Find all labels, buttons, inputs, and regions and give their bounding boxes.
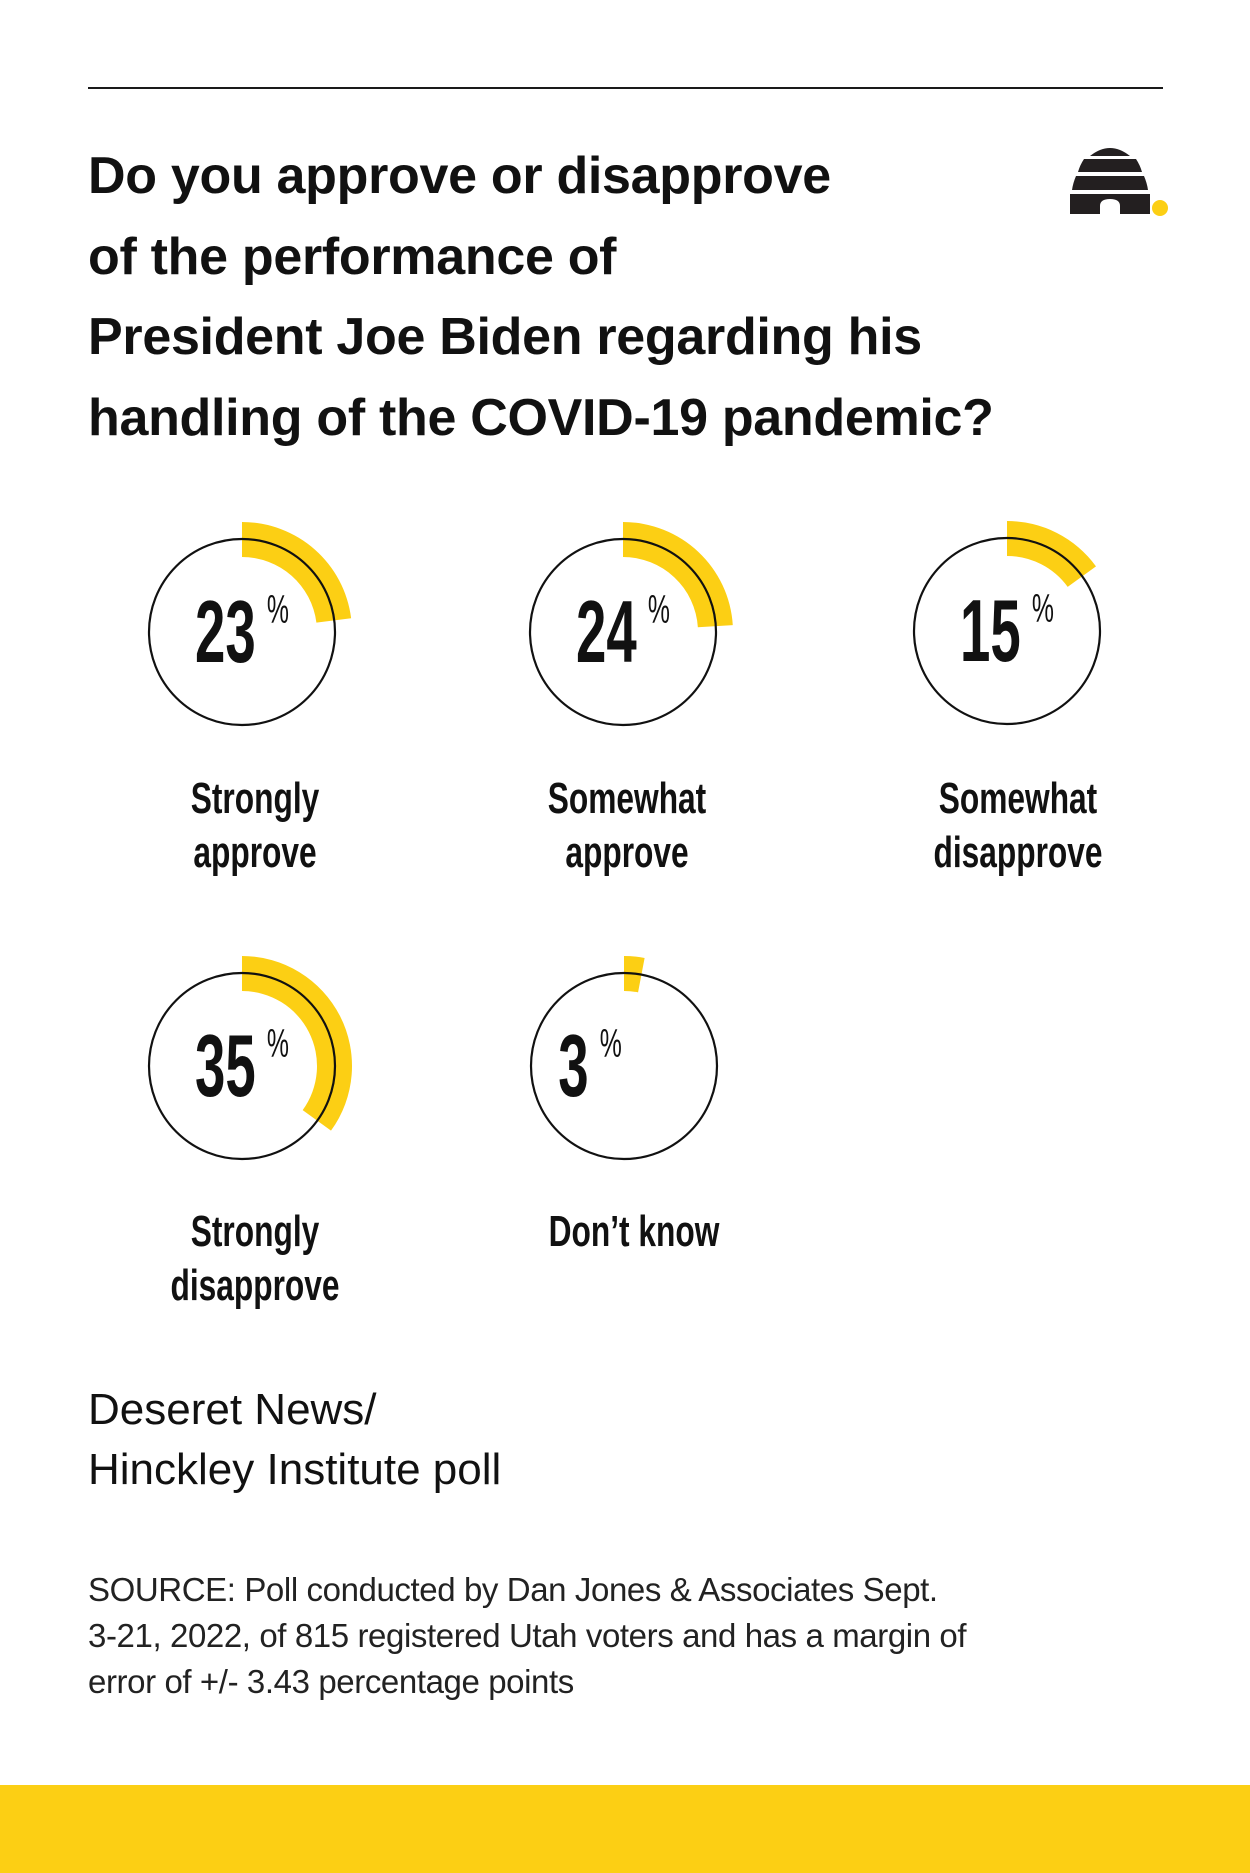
gauge	[528, 522, 733, 727]
label-line: disapprove	[170, 1261, 340, 1310]
gauge-ring	[912, 536, 1102, 726]
stat-value: 35%	[149, 1014, 335, 1118]
gauge-ring	[529, 971, 719, 1161]
stat-label: Somewhat disapprove	[903, 772, 1133, 880]
gauge	[912, 521, 1102, 726]
gauge	[529, 956, 719, 1161]
label-line: Somewhat	[547, 774, 707, 823]
label-line: disapprove	[933, 828, 1103, 877]
source-line: error of +/- 3.43 percentage points	[88, 1663, 574, 1700]
percent-sign: %	[1031, 587, 1054, 631]
stat-label: Strongly disapprove	[140, 1205, 370, 1313]
label-line: approve	[193, 828, 317, 877]
value-number: 35	[195, 1016, 256, 1115]
stat-label: Strongly approve	[140, 772, 370, 880]
credit-line: Hinckley Institute poll	[88, 1445, 502, 1494]
title-line: President Joe Biden regarding his	[88, 308, 922, 366]
gauge-ring	[147, 971, 337, 1161]
label-line: Somewhat	[938, 774, 1098, 823]
gauge	[147, 522, 352, 727]
stat-label: Somewhat approve	[512, 772, 742, 880]
label-line: Strongly	[190, 774, 320, 823]
stat-value: 3%	[497, 1014, 683, 1118]
gauge-arc	[242, 522, 352, 623]
stat-dont-know: 3%	[474, 916, 774, 1216]
label-line: Strongly	[190, 1207, 320, 1256]
gauge-arc	[623, 522, 733, 628]
title-line: of the performance of	[88, 227, 617, 286]
percent-sign: %	[266, 1022, 289, 1066]
gauge-ring	[528, 537, 718, 727]
percent-sign: %	[599, 1022, 622, 1066]
value-number: 15	[960, 581, 1021, 680]
stat-value: 24%	[530, 580, 716, 684]
value-number: 3	[558, 1016, 589, 1115]
gauge-arc	[242, 956, 352, 1131]
gauge	[147, 956, 352, 1161]
footer-accent-bar	[0, 1785, 1250, 1873]
gauge-arc	[1007, 521, 1096, 587]
gauge-ring	[147, 537, 337, 727]
stat-label: Don’t know	[519, 1205, 749, 1259]
beehive-logo-icon	[1070, 148, 1168, 216]
source-note: SOURCE: Poll conducted by Dan Jones & As…	[88, 1567, 1178, 1705]
stat-strongly-disapprove: 35%	[92, 916, 392, 1216]
top-rule	[88, 87, 1163, 89]
source-line: 3-21, 2022, of 815 registered Utah voter…	[88, 1617, 967, 1654]
stat-value: 15%	[914, 579, 1100, 683]
stat-somewhat-approve: 24%	[473, 482, 773, 782]
credit-line: Deseret News/	[88, 1385, 377, 1434]
value-number: 23	[195, 582, 256, 681]
source-line: SOURCE: Poll conducted by Dan Jones & As…	[88, 1571, 938, 1608]
percent-sign: %	[647, 588, 670, 632]
label-line: approve	[565, 828, 689, 877]
stat-strongly-approve: 23%	[92, 482, 392, 782]
label-line: Don’t know	[548, 1207, 720, 1256]
percent-sign: %	[266, 588, 289, 632]
poll-credit: Deseret News/ Hinckley Institute poll	[88, 1380, 501, 1500]
stat-value: 23%	[149, 580, 335, 684]
stat-somewhat-disapprove: 15%	[857, 481, 1157, 781]
value-number: 24	[576, 582, 637, 681]
title-line: handling of the COVID-19 pandemic?	[88, 388, 994, 447]
chart-title: Do you approve or disapprove of the perf…	[88, 136, 1068, 458]
title-line: Do you approve or disapprove	[88, 147, 831, 205]
